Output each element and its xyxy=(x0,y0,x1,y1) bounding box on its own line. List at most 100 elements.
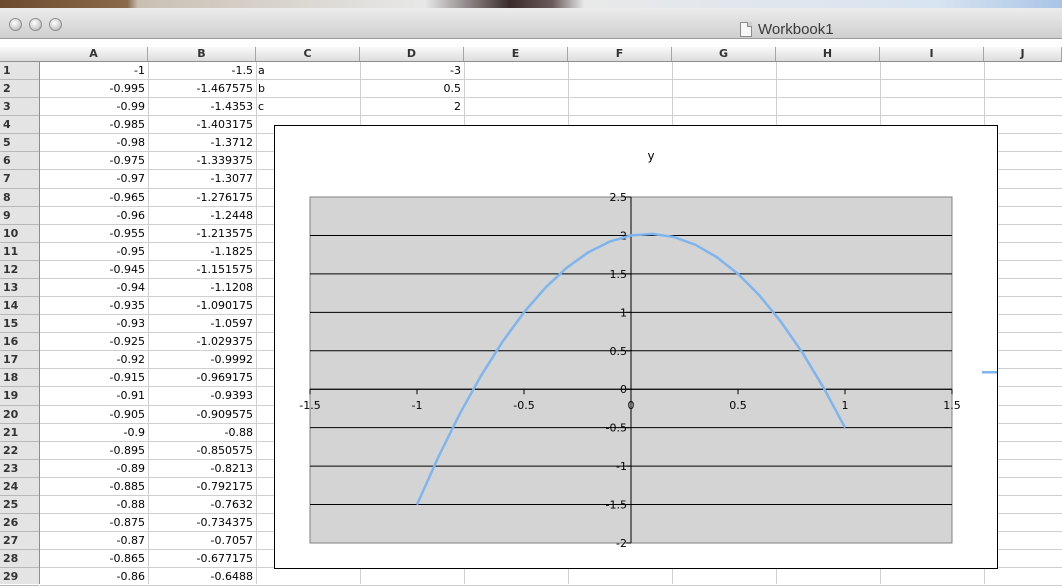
row-header-28[interactable]: 28 xyxy=(0,550,39,568)
cell-a13[interactable]: -0.94 xyxy=(40,280,148,295)
cell-c3[interactable]: c xyxy=(256,99,360,114)
column-header-j[interactable]: J xyxy=(984,47,1062,61)
cell-a22[interactable]: -0.895 xyxy=(40,443,148,458)
cell-b23[interactable]: -0.8213 xyxy=(148,461,256,476)
cell-b28[interactable]: -0.677175 xyxy=(148,551,256,566)
cell-d1[interactable]: -3 xyxy=(360,63,464,78)
cell-b20[interactable]: -0.909575 xyxy=(148,407,256,422)
row-header-7[interactable]: 7 xyxy=(0,170,39,188)
cell-d3[interactable]: 2 xyxy=(360,99,464,114)
cell-a16[interactable]: -0.925 xyxy=(40,334,148,349)
row-header-16[interactable]: 16 xyxy=(0,333,39,351)
cell-b12[interactable]: -1.151575 xyxy=(148,262,256,277)
cell-a3[interactable]: -0.99 xyxy=(40,99,148,114)
cell-c2[interactable]: b xyxy=(256,81,360,96)
cell-a28[interactable]: -0.865 xyxy=(40,551,148,566)
cell-a5[interactable]: -0.98 xyxy=(40,135,148,150)
cell-a29[interactable]: -0.86 xyxy=(40,569,148,584)
row-header-26[interactable]: 26 xyxy=(0,514,39,532)
cell-c1[interactable]: a xyxy=(256,63,360,78)
column-header-h[interactable]: H xyxy=(776,47,880,61)
cell-b27[interactable]: -0.7057 xyxy=(148,533,256,548)
column-header-e[interactable]: E xyxy=(464,47,568,61)
row-header-4[interactable]: 4 xyxy=(0,116,39,134)
cell-b25[interactable]: -0.7632 xyxy=(148,497,256,512)
cell-d2[interactable]: 0.5 xyxy=(360,81,464,96)
row-header-24[interactable]: 24 xyxy=(0,478,39,496)
cell-b17[interactable]: -0.9992 xyxy=(148,352,256,367)
cell-b6[interactable]: -1.339375 xyxy=(148,153,256,168)
cell-a20[interactable]: -0.905 xyxy=(40,407,148,422)
row-header-10[interactable]: 10 xyxy=(0,225,39,243)
cell-b8[interactable]: -1.276175 xyxy=(148,190,256,205)
cell-a27[interactable]: -0.87 xyxy=(40,533,148,548)
cell-b24[interactable]: -0.792175 xyxy=(148,479,256,494)
cell-a14[interactable]: -0.935 xyxy=(40,298,148,313)
cell-a2[interactable]: -0.995 xyxy=(40,81,148,96)
cell-b14[interactable]: -1.090175 xyxy=(148,298,256,313)
row-header-29[interactable]: 29 xyxy=(0,568,39,586)
cell-a18[interactable]: -0.915 xyxy=(40,370,148,385)
cell-b7[interactable]: -1.3077 xyxy=(148,171,256,186)
cell-a25[interactable]: -0.88 xyxy=(40,497,148,512)
cell-b18[interactable]: -0.969175 xyxy=(148,370,256,385)
row-header-23[interactable]: 23 xyxy=(0,460,39,478)
cell-b19[interactable]: -0.9393 xyxy=(148,388,256,403)
cell-b3[interactable]: -1.4353 xyxy=(148,99,256,114)
cell-a11[interactable]: -0.95 xyxy=(40,244,148,259)
cell-b2[interactable]: -1.467575 xyxy=(148,81,256,96)
cell-a4[interactable]: -0.985 xyxy=(40,117,148,132)
column-header-i[interactable]: I xyxy=(880,47,984,61)
row-header-5[interactable]: 5 xyxy=(0,134,39,152)
cell-b1[interactable]: -1.5 xyxy=(148,63,256,78)
row-header-25[interactable]: 25 xyxy=(0,496,39,514)
cell-a9[interactable]: -0.96 xyxy=(40,208,148,223)
cell-b26[interactable]: -0.734375 xyxy=(148,515,256,530)
cell-a15[interactable]: -0.93 xyxy=(40,316,148,331)
cell-b5[interactable]: -1.3712 xyxy=(148,135,256,150)
row-header-8[interactable]: 8 xyxy=(0,189,39,207)
row-header-15[interactable]: 15 xyxy=(0,315,39,333)
cell-b16[interactable]: -1.029375 xyxy=(148,334,256,349)
column-header-a[interactable]: A xyxy=(40,47,148,61)
cell-a24[interactable]: -0.885 xyxy=(40,479,148,494)
cell-a23[interactable]: -0.89 xyxy=(40,461,148,476)
row-header-21[interactable]: 21 xyxy=(0,424,39,442)
row-header-1[interactable]: 1 xyxy=(0,62,39,80)
row-header-13[interactable]: 13 xyxy=(0,279,39,297)
cell-a6[interactable]: -0.975 xyxy=(40,153,148,168)
column-header-c[interactable]: C xyxy=(256,47,360,61)
minimize-window-icon[interactable] xyxy=(29,18,42,31)
row-header-14[interactable]: 14 xyxy=(0,297,39,315)
close-window-icon[interactable] xyxy=(9,18,22,31)
cell-a10[interactable]: -0.955 xyxy=(40,226,148,241)
cell-b13[interactable]: -1.1208 xyxy=(148,280,256,295)
cell-b22[interactable]: -0.850575 xyxy=(148,443,256,458)
cell-a8[interactable]: -0.965 xyxy=(40,190,148,205)
cell-b21[interactable]: -0.88 xyxy=(148,425,256,440)
row-header-12[interactable]: 12 xyxy=(0,261,39,279)
cell-a1[interactable]: -1 xyxy=(40,63,148,78)
cell-b29[interactable]: -0.6488 xyxy=(148,569,256,584)
cell-a21[interactable]: -0.9 xyxy=(40,425,148,440)
column-header-b[interactable]: B xyxy=(148,47,256,61)
cell-b10[interactable]: -1.213575 xyxy=(148,226,256,241)
row-header-6[interactable]: 6 xyxy=(0,152,39,170)
column-header-d[interactable]: D xyxy=(360,47,464,61)
row-header-20[interactable]: 20 xyxy=(0,406,39,424)
column-header-f[interactable]: F xyxy=(568,47,672,61)
cell-b4[interactable]: -1.403175 xyxy=(148,117,256,132)
row-header-19[interactable]: 19 xyxy=(0,387,39,405)
cell-a12[interactable]: -0.945 xyxy=(40,262,148,277)
cell-b15[interactable]: -1.0597 xyxy=(148,316,256,331)
row-header-22[interactable]: 22 xyxy=(0,442,39,460)
cell-a7[interactable]: -0.97 xyxy=(40,171,148,186)
cell-b11[interactable]: -1.1825 xyxy=(148,244,256,259)
column-header-g[interactable]: G xyxy=(672,47,776,61)
row-header-2[interactable]: 2 xyxy=(0,80,39,98)
cell-a19[interactable]: -0.91 xyxy=(40,388,148,403)
row-header-17[interactable]: 17 xyxy=(0,351,39,369)
row-header-9[interactable]: 9 xyxy=(0,207,39,225)
row-header-27[interactable]: 27 xyxy=(0,532,39,550)
